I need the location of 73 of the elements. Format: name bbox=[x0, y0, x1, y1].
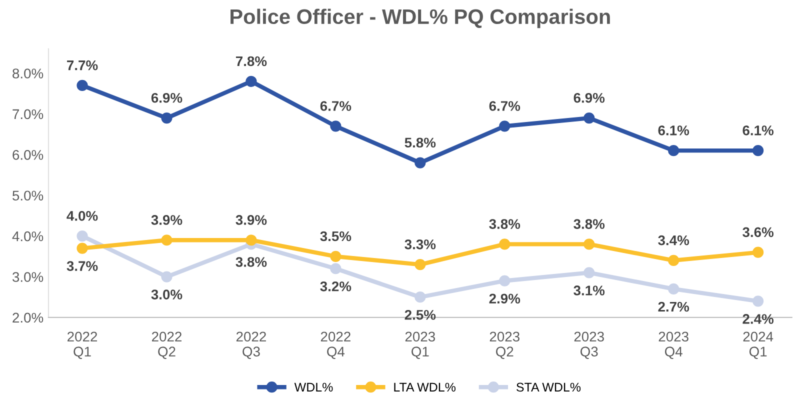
x-tick-label: 2022 Q2 bbox=[152, 332, 182, 359]
point bbox=[499, 238, 510, 250]
y-tick-label: 6.0% bbox=[12, 150, 44, 160]
data-label: 2.5% bbox=[404, 310, 436, 320]
y-tick-label: 7.0% bbox=[12, 109, 44, 120]
legend-label: WDL% bbox=[294, 382, 333, 392]
y-tick-label: 2.0% bbox=[12, 312, 44, 323]
y-tick-label: 3.0% bbox=[12, 272, 44, 282]
y-tick-label: 4.0% bbox=[12, 231, 44, 242]
data-label: 6.1% bbox=[742, 126, 774, 136]
point bbox=[330, 120, 342, 132]
point bbox=[752, 296, 764, 307]
point bbox=[161, 112, 172, 124]
x-tick-label: 2023 Q2 bbox=[490, 332, 520, 359]
point bbox=[668, 283, 680, 295]
point bbox=[752, 246, 764, 258]
data-label: 3.2% bbox=[320, 281, 352, 292]
legend-label: STA WDL% bbox=[516, 382, 581, 392]
data-label: 2.7% bbox=[658, 302, 690, 312]
data-label: 4.0% bbox=[66, 210, 98, 221]
point bbox=[752, 145, 764, 156]
data-label: 2.4% bbox=[742, 314, 774, 324]
data-label: 3.7% bbox=[66, 261, 98, 271]
x-tick-label: 2022 Q1 bbox=[68, 332, 98, 359]
point bbox=[584, 267, 595, 278]
point bbox=[161, 234, 172, 246]
data-label: 6.1% bbox=[658, 126, 690, 136]
chart-title: Police Officer - WDL% PQ Comparison bbox=[230, 8, 610, 28]
point bbox=[668, 254, 680, 266]
point bbox=[499, 275, 510, 286]
data-label: 6.7% bbox=[489, 101, 520, 111]
data-label: 2.9% bbox=[489, 294, 520, 304]
data-label: 3.9% bbox=[236, 215, 267, 225]
point bbox=[668, 145, 680, 156]
point bbox=[76, 242, 88, 254]
data-label: 3.9% bbox=[151, 215, 182, 225]
x-tick-label: 2023 Q4 bbox=[658, 332, 688, 359]
data-label: 7.7% bbox=[67, 60, 98, 70]
point bbox=[246, 234, 257, 246]
x-tick-label: 2023 Q1 bbox=[405, 332, 435, 359]
data-label: 6.7% bbox=[320, 101, 352, 111]
data-label: 6.9% bbox=[151, 92, 182, 103]
point bbox=[414, 258, 426, 270]
point bbox=[330, 263, 342, 274]
point bbox=[161, 271, 172, 282]
point bbox=[414, 157, 426, 168]
point bbox=[414, 292, 426, 303]
point bbox=[584, 238, 595, 250]
data-label: 3.0% bbox=[151, 290, 182, 300]
y-tick-label: 8.0% bbox=[12, 68, 44, 78]
data-label: 3.1% bbox=[574, 286, 605, 296]
data-label: 5.8% bbox=[404, 138, 436, 148]
data-label: 6.9% bbox=[574, 92, 605, 103]
point bbox=[499, 120, 510, 132]
x-tick-label: 2022 Q4 bbox=[320, 332, 350, 359]
data-label: 7.8% bbox=[236, 56, 267, 66]
data-label: 3.6% bbox=[742, 227, 774, 238]
legend-label: LTA WDL% bbox=[394, 382, 456, 392]
data-label: 3.5% bbox=[320, 231, 352, 242]
point bbox=[246, 76, 257, 87]
y-tick-label: 5.0% bbox=[12, 190, 44, 201]
data-label: 3.8% bbox=[489, 219, 520, 229]
point bbox=[76, 230, 88, 242]
data-label: 3.8% bbox=[574, 219, 605, 229]
x-tick-label: 2024 Q1 bbox=[743, 332, 774, 359]
point bbox=[584, 112, 595, 124]
point bbox=[76, 80, 88, 92]
data-label: 3.3% bbox=[404, 239, 436, 250]
point bbox=[330, 250, 342, 262]
x-tick-label: 2023 Q3 bbox=[574, 332, 604, 359]
data-label: 3.4% bbox=[658, 235, 690, 246]
x-tick-label: 2022 Q3 bbox=[236, 332, 266, 359]
data-label: 3.8% bbox=[236, 257, 267, 267]
